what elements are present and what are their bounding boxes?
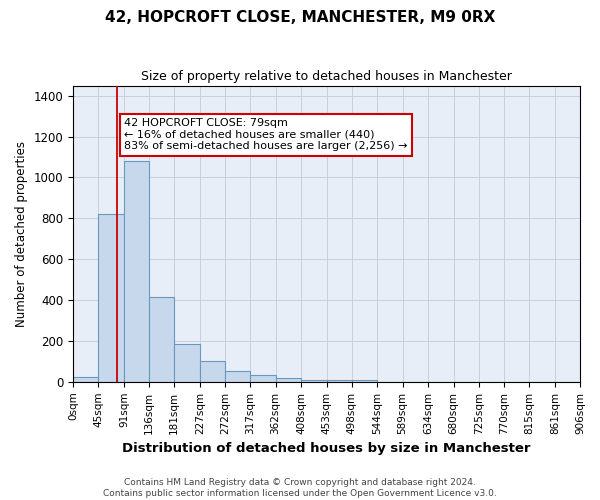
Text: 42 HOPCROFT CLOSE: 79sqm
← 16% of detached houses are smaller (440)
83% of semi-: 42 HOPCROFT CLOSE: 79sqm ← 16% of detach… xyxy=(124,118,407,152)
Bar xyxy=(200,362,225,382)
Bar xyxy=(301,380,326,382)
Bar xyxy=(124,161,149,382)
Bar xyxy=(352,380,377,382)
Bar xyxy=(250,374,275,382)
Bar xyxy=(326,380,352,382)
Text: Contains HM Land Registry data © Crown copyright and database right 2024.
Contai: Contains HM Land Registry data © Crown c… xyxy=(103,478,497,498)
Bar xyxy=(175,344,200,382)
Y-axis label: Number of detached properties: Number of detached properties xyxy=(15,140,28,326)
X-axis label: Distribution of detached houses by size in Manchester: Distribution of detached houses by size … xyxy=(122,442,531,455)
Bar xyxy=(149,297,175,382)
Text: 42, HOPCROFT CLOSE, MANCHESTER, M9 0RX: 42, HOPCROFT CLOSE, MANCHESTER, M9 0RX xyxy=(105,10,495,25)
Bar xyxy=(98,214,124,382)
Bar xyxy=(73,376,98,382)
Bar xyxy=(225,370,250,382)
Title: Size of property relative to detached houses in Manchester: Size of property relative to detached ho… xyxy=(141,70,512,83)
Bar xyxy=(275,378,301,382)
